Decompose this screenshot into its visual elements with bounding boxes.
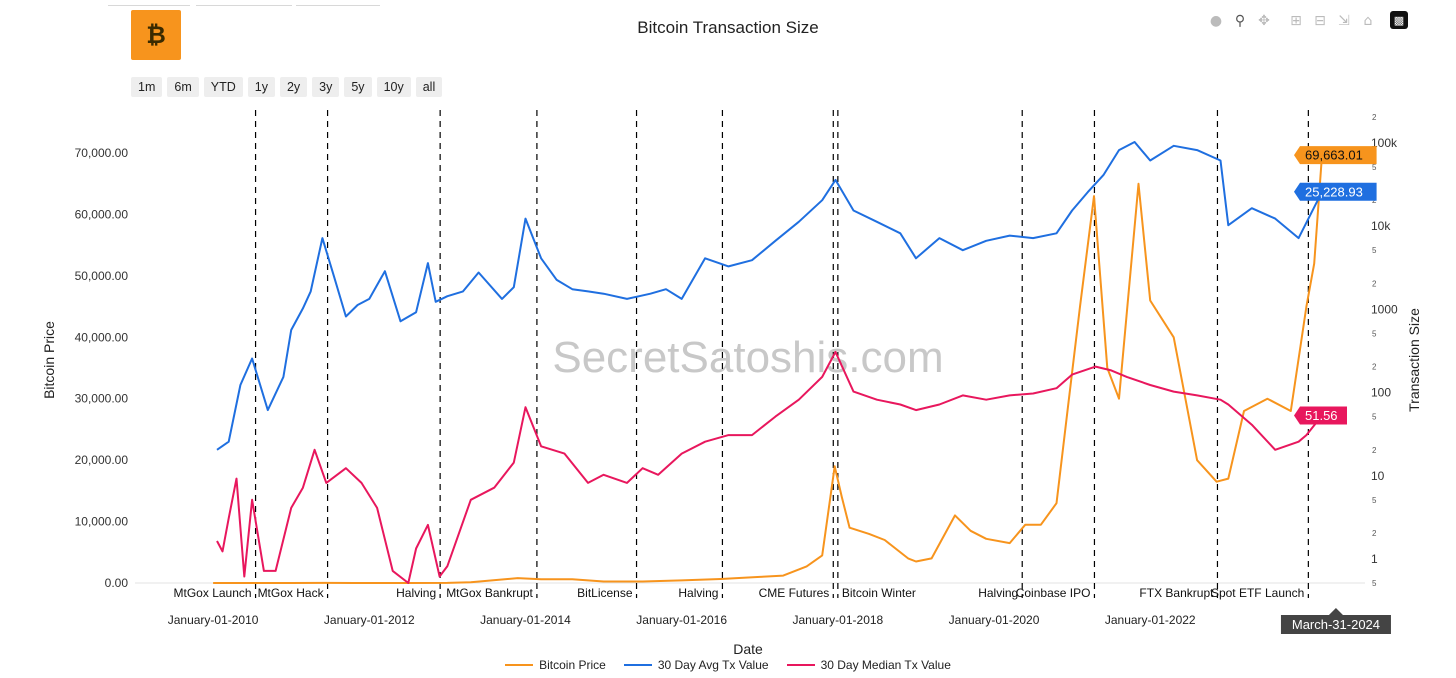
zoom-out-icon[interactable]: ⊟ xyxy=(1314,13,1326,29)
range-button-1y[interactable]: 1y xyxy=(247,77,275,97)
event-label: MtGox Bankrupt xyxy=(446,586,533,600)
event-label: MtGox Hack xyxy=(258,586,325,600)
series-line-median xyxy=(216,350,1323,584)
y2-minor-tick-label: 5 xyxy=(1372,329,1377,338)
zoom-in-icon[interactable]: ⊞ xyxy=(1290,13,1302,29)
tab-edge xyxy=(296,0,380,6)
chart-logo-icon[interactable]: ▩ xyxy=(1390,11,1408,29)
y2-minor-tick-label: 2 xyxy=(1372,529,1377,538)
legend-swatch-median xyxy=(786,664,815,666)
y-tick-label: 10,000.00 xyxy=(75,515,129,529)
y2-tick-label: 100k xyxy=(1371,136,1398,150)
legend-item-price[interactable]: Bitcoin Price xyxy=(505,658,606,672)
end-value-tag-price xyxy=(1294,146,1377,165)
chart-title: Bitcoin Transaction Size xyxy=(637,18,819,37)
range-button-2y[interactable]: 2y xyxy=(279,77,308,97)
event-label: Bitcoin Winter xyxy=(842,586,916,600)
y2-minor-tick-label: 5 xyxy=(1372,163,1377,172)
range-button-10y[interactable]: 10y xyxy=(376,77,411,97)
y2-minor-tick-label: 5 xyxy=(1372,246,1377,255)
home-icon[interactable]: ⌂ xyxy=(1363,13,1373,29)
y2-minor-tick-label: 5 xyxy=(1372,496,1377,505)
y-tick-label: 0.00 xyxy=(105,576,129,590)
watermark-text: SecretSatoshis.com xyxy=(552,333,943,382)
x-tick-label: January-01-2020 xyxy=(949,613,1040,627)
y-tick-label: 70,000.00 xyxy=(75,146,129,160)
series-line-price xyxy=(213,155,1323,584)
y2-tick-label: 10k xyxy=(1371,219,1391,233)
range-button-3y[interactable]: 3y xyxy=(312,77,340,97)
legend-item-median[interactable]: 30 Day Median Tx Value xyxy=(786,658,951,672)
y2-minor-tick-label: 2 xyxy=(1372,113,1377,122)
top-tab-strip xyxy=(0,0,400,6)
tab-edge xyxy=(196,0,292,6)
y2-minor-tick-label: 2 xyxy=(1372,279,1377,288)
autoscale-icon[interactable]: ⇲ xyxy=(1338,13,1350,29)
hover-date-tag xyxy=(1280,608,1391,634)
y-tick-label: 50,000.00 xyxy=(75,269,129,283)
range-button-1m[interactable]: 1m xyxy=(131,77,163,97)
x-tick-label: January-01-2014 xyxy=(480,613,571,627)
x-tick-label: January-01-2010 xyxy=(168,613,259,627)
brand-logo: ₿ xyxy=(131,10,181,60)
y2-minor-tick-label: 2 xyxy=(1372,363,1377,372)
zoom-icon[interactable]: ⚲ xyxy=(1234,13,1246,29)
event-label: Coinbase IPO xyxy=(1016,586,1091,600)
y-tick-label: 20,000.00 xyxy=(75,453,129,467)
y2-tick-label: 10 xyxy=(1371,469,1385,483)
event-label: Halving xyxy=(978,586,1018,600)
range-button-all[interactable]: all xyxy=(415,77,443,97)
chart-toolbar: ● ⚲ ✥ ⊞ ⊟ ⇲ ⌂ ▩ xyxy=(1204,11,1408,31)
y2-tick-label: 1000 xyxy=(1371,302,1398,316)
event-label: MtGox Launch xyxy=(174,586,252,600)
y-tick-label: 60,000.00 xyxy=(75,207,129,221)
x-tick-label: January-01-2016 xyxy=(636,613,727,627)
tab-edge xyxy=(108,0,190,6)
event-label: Halving xyxy=(396,586,436,600)
y2-minor-tick-label: 5 xyxy=(1372,413,1377,422)
y2-tick-label: 100 xyxy=(1371,386,1391,400)
y2-tick-label: 1 xyxy=(1371,552,1378,566)
y2-axis-label: Transaction Size xyxy=(1406,308,1422,412)
end-value-tag-median xyxy=(1294,406,1347,425)
y2-minor-tick-label: 5 xyxy=(1372,579,1377,588)
event-label: Spot ETF Launch xyxy=(1211,586,1304,600)
legend-swatch-avg xyxy=(623,664,652,666)
event-label: Halving xyxy=(678,586,718,600)
end-value-label-median: 51.56 xyxy=(1305,408,1338,423)
range-button-6m[interactable]: 6m xyxy=(167,77,199,97)
x-tick-label: January-01-2018 xyxy=(792,613,883,627)
legend-swatch-price xyxy=(505,664,534,666)
legend-item-avg[interactable]: 30 Day Avg Tx Value xyxy=(623,658,769,672)
end-value-label-price: 69,663.01 xyxy=(1305,148,1363,163)
end-value-label-avg: 25,228.93 xyxy=(1305,184,1363,199)
y2-minor-tick-label: 2 xyxy=(1372,446,1377,455)
x-tick-label: January-01-2022 xyxy=(1105,613,1196,627)
range-button-ytd[interactable]: YTD xyxy=(203,77,243,97)
y-axis-label: Bitcoin Price xyxy=(41,321,57,399)
y-tick-label: 40,000.00 xyxy=(75,330,129,344)
range-button-5y[interactable]: 5y xyxy=(344,77,372,97)
hover-date-label: March-31-2024 xyxy=(1292,617,1380,632)
range-selector: 1m 6m YTD 1y 2y 3y 5y 10y all xyxy=(131,77,443,97)
pan-icon[interactable]: ✥ xyxy=(1258,13,1270,29)
x-axis-label: Date xyxy=(733,641,763,657)
camera-icon[interactable]: ● xyxy=(1209,13,1223,29)
event-label: CME Futures xyxy=(759,586,830,600)
event-label: BitLicense xyxy=(577,586,633,600)
series-line-avg xyxy=(216,141,1323,451)
x-tick-label: January-01-2012 xyxy=(324,613,415,627)
end-value-tag-avg xyxy=(1294,182,1377,201)
chart-legend: Bitcoin Price 30 Day Avg Tx Value 30 Day… xyxy=(0,658,1456,672)
y-tick-label: 30,000.00 xyxy=(75,392,129,406)
event-label: FTX Bankrupt xyxy=(1139,586,1214,600)
